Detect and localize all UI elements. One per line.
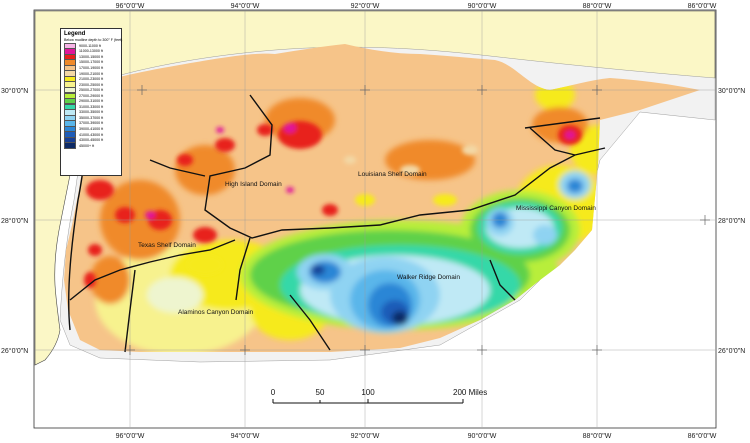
legend-item-label: 33000-35000 ft [79, 110, 104, 115]
legend-item-label: 27000-29000 ft [79, 93, 104, 98]
scale-tick-label: 50 [316, 388, 325, 397]
legend-item-label: 41000-43000 ft [79, 132, 104, 137]
lat-label-right: 28°0'0"N [718, 217, 745, 225]
legend-item-label: 23000-25000 ft [79, 82, 104, 87]
legend-item-label: 29000-31000 ft [79, 99, 104, 104]
lon-label-top: 92°0'0"W [351, 2, 380, 10]
crosshair-markers [125, 85, 710, 355]
domain-labels: High Island Domain Louisiana Shelf Domai… [138, 171, 596, 316]
legend-item-label: 15000-17000 ft [79, 60, 104, 65]
longitude-labels-bottom: 96°0'0"W 94°0'0"W 92°0'0"W 90°0'0"W 88°0… [116, 432, 717, 440]
legend-item: 45000+ ft [64, 142, 118, 149]
lat-label-right: 26°0'0"N [718, 347, 745, 355]
legend-item-label: 19000-21000 ft [79, 71, 104, 76]
legend-item-label: 13000-15000 ft [79, 54, 104, 59]
legend-item-label: 43000-45000 ft [79, 138, 104, 143]
legend: Legend Below mudline depth to 300° F (fe… [60, 28, 122, 176]
latitude-labels-left: 30°0'0"N 28°0'0"N 26°0'0"N [1, 87, 28, 355]
lon-label-top: 90°0'0"W [468, 2, 497, 10]
lat-label-left: 28°0'0"N [1, 217, 28, 225]
domain-label-mississippi-canyon: Mississippi Canyon Domain [516, 205, 596, 212]
domain-label-high-island: High Island Domain [225, 181, 282, 188]
longitude-labels-top: 96°0'0"W 94°0'0"W 92°0'0"W 90°0'0"W 88°0… [116, 2, 717, 10]
legend-subtitle: Below mudline depth to 300° F (feet) [64, 38, 123, 42]
domain-label-texas-shelf: Texas Shelf Domain [138, 242, 196, 249]
legend-item-label: 39000-41000 ft [79, 126, 104, 131]
domain-label-louisiana-shelf: Louisiana Shelf Domain [358, 171, 427, 178]
lon-label-top: 94°0'0"W [231, 2, 260, 10]
domain-label-alaminos-canyon: Alaminos Canyon Domain [178, 309, 254, 316]
lon-label-bottom: 88°0'0"W [583, 432, 612, 440]
legend-item-label: 45000+ ft [79, 143, 95, 148]
legend-item-label: 25000-27000 ft [79, 88, 104, 93]
legend-item-label: 37000-39000 ft [79, 121, 104, 126]
legend-swatch [64, 142, 76, 149]
legend-item-label: 31000-33000 ft [79, 104, 104, 109]
legend-title: Legend [64, 31, 86, 37]
lon-label-bottom: 96°0'0"W [116, 432, 145, 440]
lon-label-bottom: 94°0'0"W [231, 432, 260, 440]
lon-label-top: 96°0'0"W [116, 2, 145, 10]
domain-label-walker-ridge: Walker Ridge Domain [397, 274, 460, 281]
legend-item-label: 17000-19000 ft [79, 65, 104, 70]
latitude-labels-right: 30°0'0"N 28°0'0"N 26°0'0"N [718, 87, 745, 355]
lat-label-right: 30°0'0"N [718, 87, 745, 95]
lon-label-bottom: 90°0'0"W [468, 432, 497, 440]
scale-tick-label: 0 [271, 388, 276, 397]
scale-bar: 0 50 100 200 Miles [271, 388, 487, 404]
lat-label-left: 30°0'0"N [1, 87, 28, 95]
scale-tick-label: 100 [361, 388, 375, 397]
legend-item-label: 9000-11000 ft [79, 43, 101, 48]
legend-item-label: 35000-37000 ft [79, 115, 104, 120]
lon-label-bottom: 92°0'0"W [351, 432, 380, 440]
legend-item-label: 11000-13000 ft [79, 49, 103, 54]
legend-item-label: 21000-23000 ft [79, 77, 104, 82]
lon-label-top: 88°0'0"W [583, 2, 612, 10]
legend-items: 9000-11000 ft 11000-13000 ft 13000-15000 f… [64, 42, 118, 149]
lon-label-bottom: 86°0'0"W [688, 432, 717, 440]
lon-label-top: 86°0'0"W [688, 2, 717, 10]
scale-tick-label: 200 Miles [453, 388, 487, 397]
lat-label-left: 26°0'0"N [1, 347, 28, 355]
